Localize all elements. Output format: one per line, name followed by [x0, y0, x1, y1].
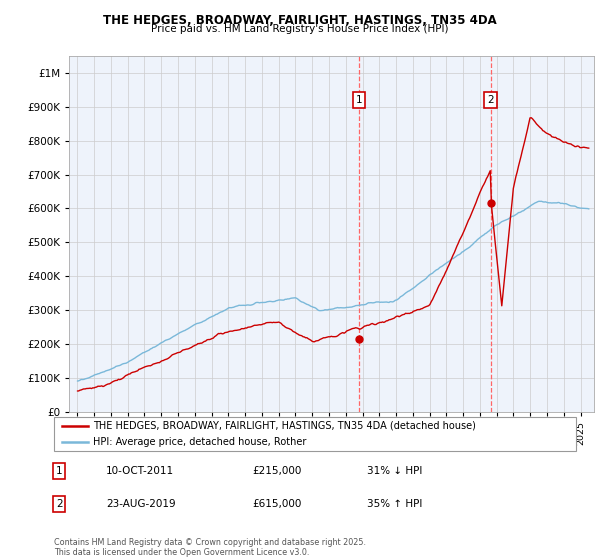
Text: 10-OCT-2011: 10-OCT-2011 — [106, 466, 175, 476]
Text: 1: 1 — [56, 466, 62, 476]
Text: THE HEDGES, BROADWAY, FAIRLIGHT, HASTINGS, TN35 4DA (detached house): THE HEDGES, BROADWAY, FAIRLIGHT, HASTING… — [93, 421, 476, 431]
Text: 2: 2 — [487, 95, 494, 105]
Text: 35% ↑ HPI: 35% ↑ HPI — [367, 499, 422, 508]
Text: £615,000: £615,000 — [253, 499, 302, 508]
Text: 23-AUG-2019: 23-AUG-2019 — [106, 499, 176, 508]
Text: HPI: Average price, detached house, Rother: HPI: Average price, detached house, Roth… — [93, 437, 307, 447]
FancyBboxPatch shape — [54, 417, 576, 451]
Text: 1: 1 — [356, 95, 362, 105]
Text: 2: 2 — [56, 499, 62, 508]
Text: 31% ↓ HPI: 31% ↓ HPI — [367, 466, 422, 476]
Text: Contains HM Land Registry data © Crown copyright and database right 2025.
This d: Contains HM Land Registry data © Crown c… — [54, 538, 366, 557]
Text: £215,000: £215,000 — [253, 466, 302, 476]
Text: Price paid vs. HM Land Registry's House Price Index (HPI): Price paid vs. HM Land Registry's House … — [151, 24, 449, 34]
Text: THE HEDGES, BROADWAY, FAIRLIGHT, HASTINGS, TN35 4DA: THE HEDGES, BROADWAY, FAIRLIGHT, HASTING… — [103, 14, 497, 27]
